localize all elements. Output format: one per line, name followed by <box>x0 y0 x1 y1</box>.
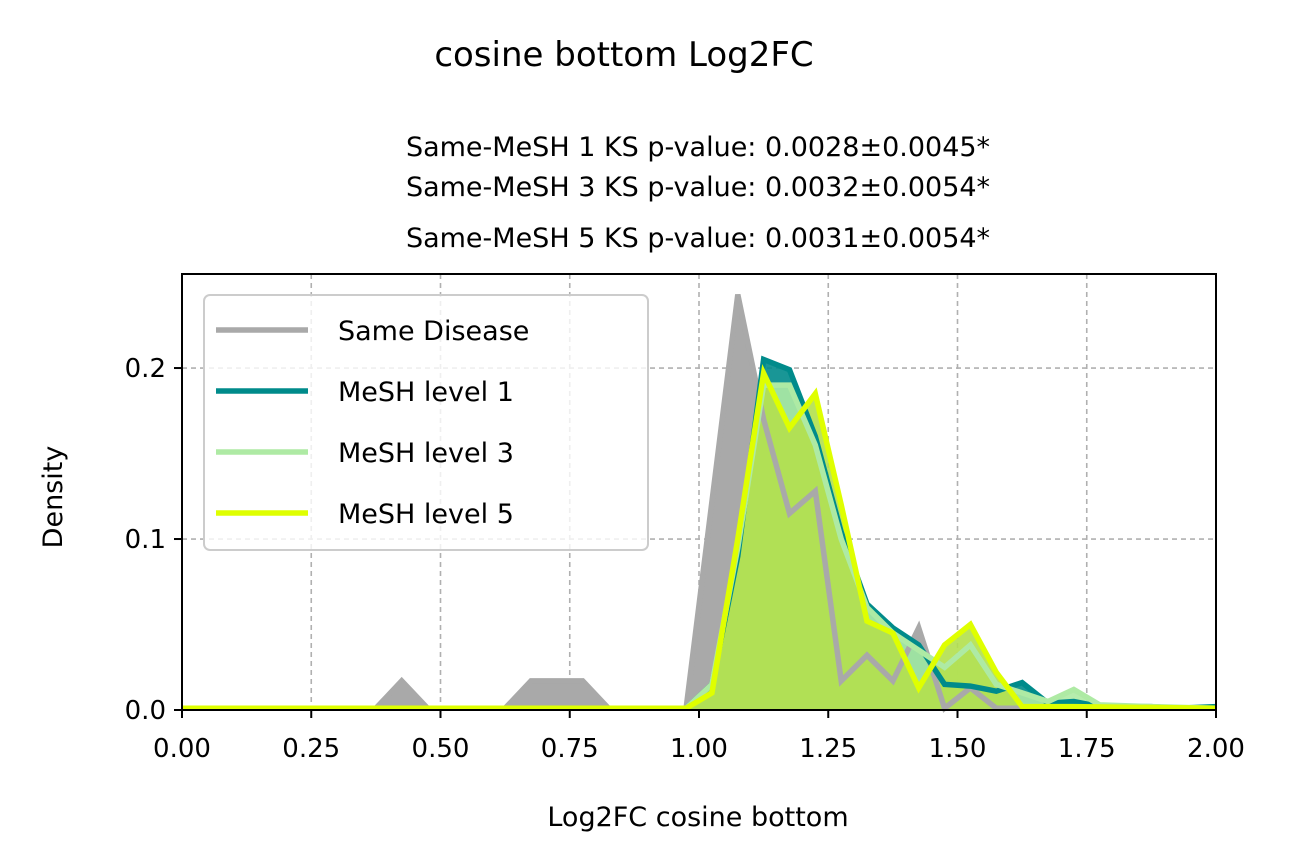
x-tick-label: 0.50 <box>412 734 470 764</box>
x-axis-label: Log2FC cosine bottom <box>547 802 848 833</box>
x-tick-label: 0.00 <box>153 734 211 764</box>
density-lines <box>182 293 1217 713</box>
legend: Same Disease MeSH level 1 MeSH level 3 MeSH… <box>203 294 649 551</box>
subtitle-line-1: Same-MeSH 1 KS p-value: 0.0028±0.0045* <box>406 132 990 163</box>
legend-label-3: MeSH level 3 <box>338 438 514 469</box>
subtitle-line-3: Same-MeSH 5 KS p-value: 0.0031±0.0054* <box>406 223 990 254</box>
y-axis-ticks: 0.0 0.1 0.2 <box>125 354 182 726</box>
chart-suptitle: cosine bottom Log2FC <box>434 35 813 75</box>
x-tick-label: 1.00 <box>670 734 728 764</box>
y-tick-label: 0.0 <box>125 696 166 726</box>
x-axis-ticks: 0.00 0.25 0.50 0.75 1.00 1.25 1.50 1.75 2.00 <box>153 710 1245 764</box>
subtitle-line-2: Same-MeSH 3 KS p-value: 0.0032±0.0054* <box>406 172 990 203</box>
x-tick-label: 2.00 <box>1187 734 1245 764</box>
legend-box <box>203 294 649 551</box>
x-tick-label: 0.75 <box>541 734 599 764</box>
legend-label-4: MeSH level 5 <box>338 499 514 530</box>
x-tick-label: 1.50 <box>929 734 987 764</box>
x-tick-label: 1.25 <box>799 734 857 764</box>
y-tick-label: 0.1 <box>125 525 166 555</box>
y-tick-label: 0.2 <box>125 354 166 384</box>
x-tick-label: 1.75 <box>1058 734 1116 764</box>
legend-label-2: MeSH level 1 <box>338 377 514 408</box>
line-series-4 <box>182 363 1217 712</box>
y-axis-label: Density <box>38 446 69 549</box>
x-tick-label: 0.25 <box>282 734 340 764</box>
legend-label-1: Same Disease <box>338 316 529 347</box>
